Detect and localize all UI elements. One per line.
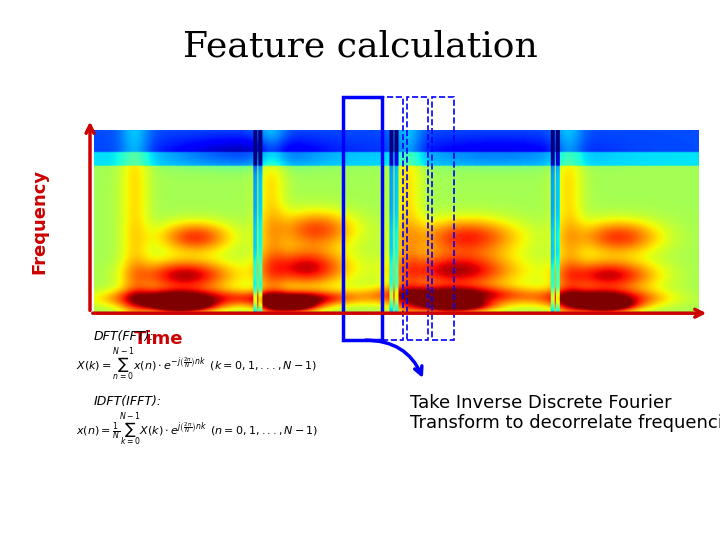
Text: DFT(FFT):: DFT(FFT): <box>94 330 154 343</box>
Text: IDFT(IFFT):: IDFT(IFFT): <box>94 395 162 408</box>
Text: Take Inverse Discrete Fourier
Transform to decorrelate frequencies: Take Inverse Discrete Fourier Transform … <box>410 394 720 433</box>
Text: Feature calculation: Feature calculation <box>183 30 537 64</box>
Text: $x(n)=\frac{1}{N}\sum_{k=0}^{N-1}X(k)\cdot e^{j\left(\frac{2\pi}{N}\right)nk}$$\: $x(n)=\frac{1}{N}\sum_{k=0}^{N-1}X(k)\cd… <box>76 411 318 449</box>
Text: Time: Time <box>134 330 183 348</box>
Text: $X(k)=\sum_{n=0}^{N-1}x(n)\cdot e^{-j\left(\frac{2\pi}{N}\right)nk}$$\enspace(k=: $X(k)=\sum_{n=0}^{N-1}x(n)\cdot e^{-j\le… <box>76 347 317 384</box>
Text: Frequency: Frequency <box>31 169 49 274</box>
